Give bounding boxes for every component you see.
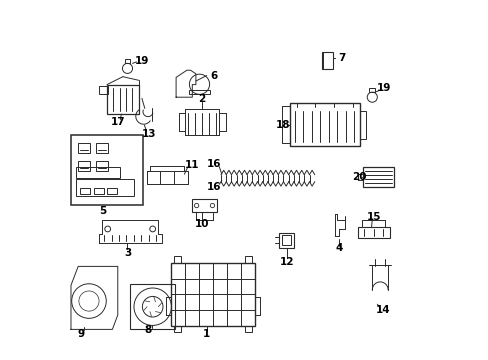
Text: 9: 9: [78, 329, 85, 339]
Bar: [78, 161, 89, 171]
Text: 7: 7: [337, 53, 345, 63]
Bar: [107, 188, 117, 194]
Text: 5: 5: [99, 206, 106, 216]
Bar: [76, 179, 134, 196]
Bar: [170, 263, 255, 326]
Text: 16: 16: [206, 182, 221, 192]
Text: 15: 15: [366, 212, 381, 222]
Text: 6: 6: [210, 71, 217, 81]
Bar: [99, 86, 108, 94]
Text: 14: 14: [375, 305, 389, 315]
Text: 13: 13: [142, 129, 156, 139]
Bar: [359, 111, 366, 139]
Bar: [76, 167, 120, 178]
Bar: [107, 85, 139, 114]
Bar: [174, 326, 181, 332]
Bar: [244, 256, 251, 263]
Text: 19: 19: [376, 83, 390, 93]
Bar: [130, 284, 175, 329]
Bar: [80, 188, 90, 194]
Text: 19: 19: [134, 56, 149, 66]
Bar: [78, 143, 89, 153]
Bar: [321, 52, 333, 69]
Bar: [96, 161, 107, 171]
Text: 8: 8: [144, 325, 152, 336]
Text: 3: 3: [123, 248, 131, 258]
Bar: [244, 326, 251, 332]
Bar: [94, 188, 103, 194]
Bar: [124, 59, 130, 63]
Bar: [357, 227, 389, 238]
Text: 10: 10: [194, 219, 209, 229]
Bar: [192, 199, 216, 212]
Bar: [289, 103, 359, 146]
Text: 12: 12: [279, 257, 294, 267]
Bar: [278, 233, 293, 248]
Text: 16: 16: [206, 159, 221, 169]
Bar: [174, 256, 181, 263]
Bar: [189, 90, 209, 94]
Bar: [96, 143, 107, 153]
Bar: [71, 135, 142, 205]
Text: 17: 17: [111, 117, 125, 127]
Text: 2: 2: [198, 94, 205, 104]
Bar: [363, 167, 393, 187]
Bar: [281, 235, 290, 245]
Text: 11: 11: [184, 160, 199, 170]
Text: 1: 1: [203, 329, 210, 339]
Bar: [368, 88, 374, 92]
Text: 18: 18: [276, 120, 290, 130]
Text: 20: 20: [351, 172, 366, 182]
Text: 4: 4: [334, 243, 342, 253]
